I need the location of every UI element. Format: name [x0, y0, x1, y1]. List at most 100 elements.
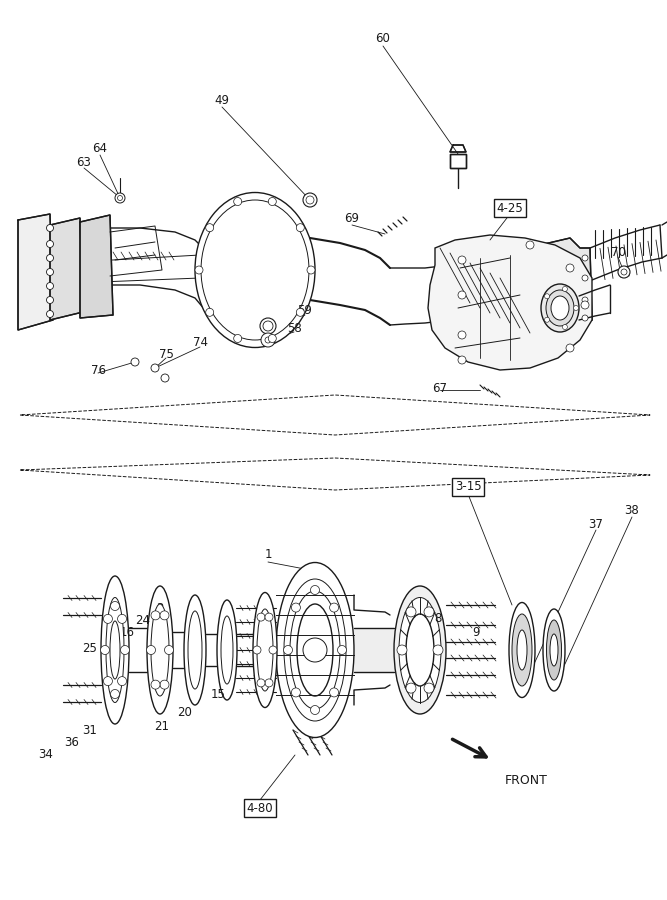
Circle shape — [433, 645, 443, 655]
Circle shape — [268, 197, 276, 205]
Circle shape — [291, 603, 300, 612]
Circle shape — [195, 266, 203, 274]
Circle shape — [406, 683, 416, 693]
Circle shape — [151, 364, 159, 372]
Text: 59: 59 — [297, 303, 312, 317]
Circle shape — [296, 309, 304, 316]
Text: 64: 64 — [93, 141, 107, 155]
Circle shape — [526, 241, 534, 249]
Circle shape — [151, 611, 160, 620]
Circle shape — [618, 266, 630, 278]
Circle shape — [303, 638, 327, 662]
Ellipse shape — [297, 604, 333, 696]
Circle shape — [269, 646, 277, 654]
Circle shape — [47, 224, 53, 231]
Ellipse shape — [147, 586, 173, 714]
Ellipse shape — [546, 290, 574, 326]
Ellipse shape — [551, 296, 569, 320]
Circle shape — [307, 266, 315, 274]
Circle shape — [261, 333, 275, 347]
Ellipse shape — [406, 614, 434, 686]
Circle shape — [574, 305, 578, 310]
Text: 4-25: 4-25 — [497, 202, 524, 214]
Ellipse shape — [550, 634, 558, 666]
Circle shape — [406, 607, 416, 616]
Text: 67: 67 — [432, 382, 448, 394]
Circle shape — [424, 607, 434, 616]
Polygon shape — [80, 215, 113, 318]
Circle shape — [329, 603, 339, 612]
Text: FRONT: FRONT — [505, 773, 548, 787]
Circle shape — [233, 197, 241, 205]
Circle shape — [47, 283, 53, 290]
Circle shape — [582, 275, 588, 281]
Circle shape — [257, 613, 265, 621]
Ellipse shape — [106, 598, 124, 703]
Ellipse shape — [290, 591, 340, 709]
Ellipse shape — [201, 200, 309, 340]
Ellipse shape — [101, 576, 129, 724]
Circle shape — [160, 680, 169, 689]
Circle shape — [165, 645, 173, 654]
Text: 3-15: 3-15 — [455, 481, 482, 493]
Text: 58: 58 — [287, 321, 301, 335]
Polygon shape — [50, 218, 83, 320]
Ellipse shape — [253, 592, 277, 707]
Circle shape — [151, 680, 160, 689]
Text: 60: 60 — [376, 32, 390, 44]
Ellipse shape — [276, 562, 354, 737]
Circle shape — [303, 193, 317, 207]
Circle shape — [582, 315, 588, 321]
Ellipse shape — [512, 614, 532, 686]
Text: 2: 2 — [156, 601, 164, 615]
Text: 21: 21 — [155, 721, 169, 734]
Circle shape — [458, 331, 466, 339]
Circle shape — [160, 611, 169, 620]
Circle shape — [103, 677, 113, 686]
Circle shape — [458, 356, 466, 364]
Circle shape — [582, 255, 588, 261]
Ellipse shape — [546, 620, 562, 680]
Ellipse shape — [257, 609, 273, 691]
Text: 20: 20 — [177, 706, 193, 718]
Ellipse shape — [543, 609, 565, 691]
Text: 36: 36 — [65, 735, 79, 749]
Polygon shape — [428, 235, 592, 370]
Text: 1: 1 — [264, 548, 271, 562]
Text: 16: 16 — [119, 626, 135, 640]
Circle shape — [103, 615, 113, 624]
Text: 74: 74 — [193, 336, 207, 348]
Circle shape — [117, 677, 127, 686]
Text: 25: 25 — [83, 643, 97, 655]
Circle shape — [621, 269, 627, 275]
Circle shape — [265, 613, 273, 621]
Circle shape — [257, 679, 265, 687]
Circle shape — [121, 645, 129, 654]
Circle shape — [291, 688, 300, 697]
Circle shape — [161, 374, 169, 382]
Text: 49: 49 — [215, 94, 229, 106]
Text: 70: 70 — [610, 247, 626, 259]
Circle shape — [47, 255, 53, 262]
Circle shape — [268, 335, 276, 343]
Text: 75: 75 — [159, 348, 173, 362]
Ellipse shape — [195, 193, 315, 347]
Polygon shape — [450, 154, 466, 168]
Text: 8: 8 — [434, 611, 442, 625]
Circle shape — [329, 688, 339, 697]
Text: 69: 69 — [344, 212, 360, 224]
Ellipse shape — [541, 284, 579, 332]
Ellipse shape — [188, 611, 202, 689]
Circle shape — [566, 344, 574, 352]
Circle shape — [115, 193, 125, 203]
Circle shape — [117, 615, 127, 624]
Circle shape — [111, 689, 119, 698]
Circle shape — [47, 310, 53, 318]
Circle shape — [263, 321, 273, 331]
Circle shape — [265, 337, 271, 343]
Ellipse shape — [394, 586, 446, 714]
Ellipse shape — [184, 595, 206, 705]
Circle shape — [562, 286, 568, 292]
Circle shape — [147, 645, 155, 654]
Circle shape — [397, 645, 407, 655]
